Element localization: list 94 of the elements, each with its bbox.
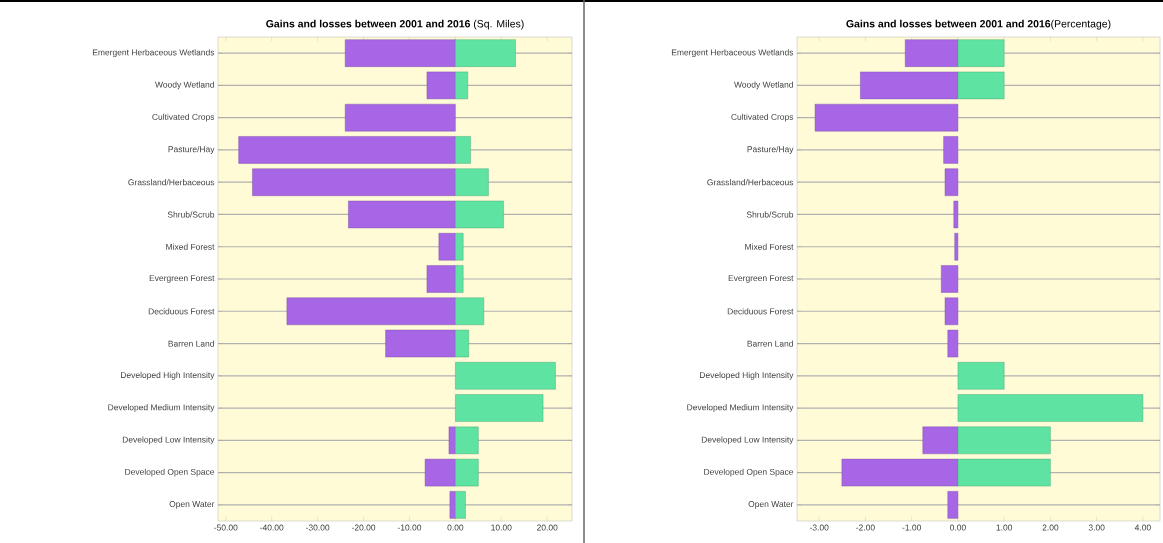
y-tick-label: Developed Medium Intensity: [108, 404, 215, 413]
bar: [957, 39, 1005, 67]
bar: [449, 491, 456, 519]
x-tick-label: -2.00: [856, 524, 875, 531]
bar: [954, 233, 959, 261]
y-tick-label: Deciduous Forest: [148, 308, 215, 315]
bar: [947, 329, 959, 358]
y-tick-label: Evergreen Forest: [149, 275, 215, 283]
y-tick-label: Developed Low Intensity: [701, 436, 794, 445]
x-tick-label: -10.00: [397, 524, 422, 531]
bar: [455, 297, 485, 325]
x-tick-label: -40.00: [260, 524, 284, 531]
bar: [455, 71, 468, 100]
bar: [426, 265, 456, 293]
bar: [455, 458, 479, 487]
x-tick-label: 0.00: [447, 524, 464, 531]
bar: [438, 233, 456, 261]
bar: [455, 233, 464, 261]
bar: [448, 426, 456, 455]
bar: [426, 71, 456, 100]
bar: [944, 168, 959, 196]
x-tick-label: -50.00: [214, 524, 238, 531]
y-tick-label: Woody Wetland: [734, 81, 793, 90]
bar: [814, 103, 959, 132]
y-tick-label: Mixed Forest: [745, 243, 794, 250]
bar: [957, 426, 1051, 455]
bar: [286, 297, 456, 325]
bar: [905, 39, 959, 67]
y-tick-label: Mixed Forest: [166, 243, 215, 250]
y-tick-label: Emergent Herbaceous Wetlands: [671, 49, 794, 58]
bar: [455, 426, 479, 455]
bar: [424, 458, 456, 487]
bar: [953, 200, 959, 229]
bar: [947, 491, 959, 519]
y-tick-label: Open Water: [748, 501, 794, 509]
bar: [344, 39, 456, 67]
bar: [455, 39, 516, 67]
y-tick-label: Emergent Herbaceous Wetlands: [92, 49, 215, 58]
y-tick-label: Developed High Intensity: [121, 371, 215, 380]
bar: [455, 168, 489, 196]
bar: [841, 458, 959, 487]
x-tick-label: 10.00: [491, 524, 512, 531]
bar: [957, 71, 1005, 100]
bar: [943, 136, 959, 164]
bar: [455, 491, 466, 519]
x-tick-label: 4.00: [1134, 524, 1151, 531]
bar: [455, 136, 471, 164]
bar: [957, 362, 1005, 390]
bar: [860, 71, 959, 100]
y-tick-label: Developed Open Space: [704, 468, 794, 477]
bar: [957, 394, 1144, 422]
chart-title: Gains and losses between 2001 and 2016 (Sq. Miles): [266, 19, 524, 30]
bar: [344, 103, 456, 132]
y-tick-label: Developed Open Space: [125, 468, 215, 477]
y-tick-label: Barren Land: [747, 340, 793, 347]
y-tick-label: Grassland/Herbaceous: [707, 179, 794, 186]
bar: [455, 200, 504, 229]
y-tick-label: Developed Low Intensity: [122, 436, 215, 445]
x-tick-label: -20.00: [351, 524, 376, 531]
y-tick-label: Cultivated Crops: [731, 113, 794, 122]
y-tick-label: Developed High Intensity: [700, 371, 794, 380]
y-tick-label: Deciduous Forest: [727, 308, 794, 315]
y-tick-label: Open Water: [169, 501, 215, 509]
y-tick-label: Barren Land: [168, 340, 214, 347]
y-tick-label: Pasture/Hay: [747, 145, 794, 154]
bar: [455, 329, 469, 358]
x-tick-label: 1.00: [996, 524, 1013, 531]
y-tick-label: Cultivated Crops: [152, 113, 215, 122]
bar: [941, 265, 959, 293]
bar: [455, 265, 464, 293]
x-tick-label: 0.00: [950, 524, 966, 531]
y-tick-label: Shrub/Scrub: [746, 211, 794, 218]
y-tick-label: Developed Medium Intensity: [687, 404, 794, 413]
bar: [238, 136, 456, 164]
y-tick-label: Shrub/Scrub: [167, 211, 215, 218]
bar: [922, 426, 959, 455]
x-tick-label: -1.00: [902, 524, 921, 531]
y-tick-label: Woody Wetland: [155, 81, 214, 90]
chart-title: Gains and losses between 2001 and 2016(Percentage): [846, 19, 1111, 30]
y-tick-label: Pasture/Hay: [168, 145, 215, 154]
x-tick-label: 3.00: [1088, 524, 1105, 531]
bar: [455, 362, 556, 390]
y-tick-label: Grassland/Herbaceous: [128, 179, 215, 186]
x-tick-label: 2.00: [1042, 524, 1059, 531]
bar: [348, 200, 456, 229]
x-tick-label: -3.00: [809, 524, 829, 531]
bar: [385, 329, 456, 358]
x-tick-label: 20.00: [537, 524, 558, 531]
bar: [252, 168, 456, 196]
bar: [455, 394, 544, 422]
bar: [944, 297, 959, 325]
x-tick-label: -30.00: [306, 524, 330, 531]
bar: [957, 458, 1051, 487]
y-tick-label: Evergreen Forest: [728, 275, 794, 283]
